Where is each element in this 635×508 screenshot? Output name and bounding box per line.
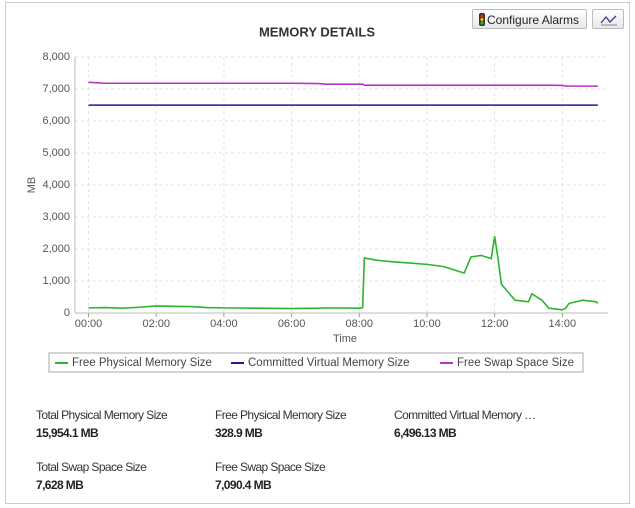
y-tick-label: 0 bbox=[64, 307, 70, 319]
x-tick-label: 06:00 bbox=[278, 318, 306, 330]
stat-label: Total Swap Space Size bbox=[36, 460, 147, 474]
stat-value: 328.9 MB bbox=[215, 426, 263, 440]
legend-label: Free Physical Memory Size bbox=[72, 357, 212, 369]
y-tick-label: 8,000 bbox=[42, 51, 70, 63]
chart: MEMORY DETAILS MB Time 0 1,000 2,000 3,000 4… bbox=[26, 24, 608, 373]
chart-icon bbox=[600, 15, 617, 26]
stat-value: 7,090.4 MB bbox=[215, 478, 272, 492]
series-line bbox=[88, 81, 598, 87]
x-tick-label: 02:00 bbox=[142, 318, 170, 330]
chart-title: MEMORY DETAILS bbox=[259, 24, 375, 39]
x-tick-label: 00:00 bbox=[75, 318, 103, 330]
alarm-icon bbox=[479, 13, 485, 26]
x-tick-label: 12:00 bbox=[481, 318, 509, 330]
stat: Free Physical Memory Size 328.9 MB bbox=[215, 408, 347, 440]
stat-label: Committed Virtual Memory … bbox=[394, 408, 536, 422]
y-tick-label: 6,000 bbox=[42, 115, 70, 127]
x-axis-label: Time bbox=[333, 333, 357, 345]
y-tick-label: 7,000 bbox=[42, 83, 70, 95]
y-axis-label: MB bbox=[26, 177, 38, 194]
stat-label: Total Physical Memory Size bbox=[36, 408, 168, 422]
stat: Total Physical Memory Size 15,954.1 MB bbox=[36, 408, 168, 440]
y-tick-label: 2,000 bbox=[42, 243, 70, 255]
stat-value: 7,628 MB bbox=[36, 478, 84, 492]
stat-label: Free Physical Memory Size bbox=[215, 408, 347, 422]
legend-box bbox=[48, 352, 584, 373]
stat: Total Swap Space Size 7,628 MB bbox=[36, 460, 147, 492]
configure-alarms-button[interactable]: Configure Alarms bbox=[472, 9, 587, 29]
series-line bbox=[88, 236, 599, 311]
chart-type-button[interactable] bbox=[592, 9, 624, 29]
stat-label: Free Swap Space Size bbox=[215, 460, 326, 474]
stat: Committed Virtual Memory … 6,496.13 MB bbox=[394, 408, 536, 440]
legend-label: Free Swap Space Size bbox=[457, 357, 574, 369]
x-tick-label: 14:00 bbox=[549, 318, 577, 330]
stat-value: 15,954.1 MB bbox=[36, 426, 99, 440]
stat: Free Swap Space Size 7,090.4 MB bbox=[215, 460, 326, 492]
button-label: Configure Alarms bbox=[487, 13, 580, 27]
y-tick-label: 4,000 bbox=[42, 179, 70, 191]
y-tick-label: 1,000 bbox=[42, 275, 70, 287]
x-tick-label: 04:00 bbox=[210, 318, 238, 330]
panel-border bbox=[5, 2, 630, 504]
x-tick-label: 10:00 bbox=[413, 318, 441, 330]
legend-label: Committed Virtual Memory Size bbox=[248, 357, 409, 369]
x-tick-label: 08:00 bbox=[346, 318, 374, 330]
y-tick-label: 5,000 bbox=[42, 147, 70, 159]
y-tick-label: 3,000 bbox=[42, 211, 70, 223]
stat-value: 6,496.13 MB bbox=[394, 426, 457, 440]
